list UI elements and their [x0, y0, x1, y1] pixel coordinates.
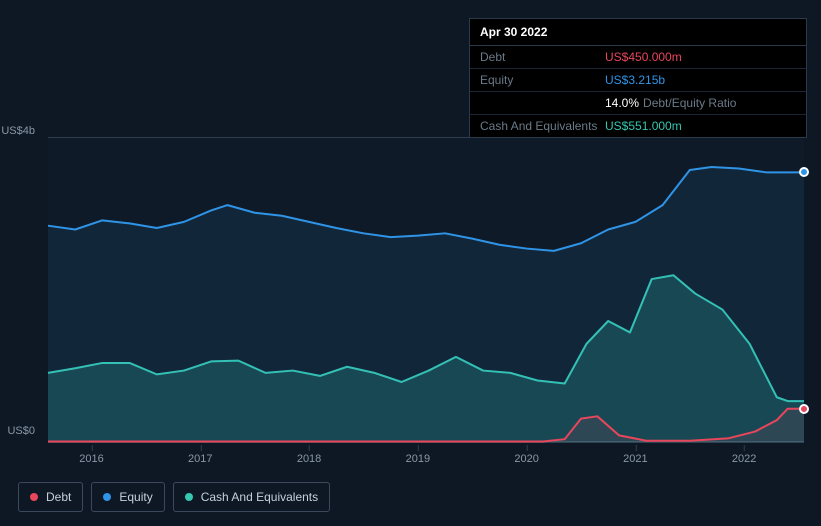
- tooltip-row: 14.0%Debt/Equity Ratio: [470, 92, 806, 115]
- legend-label: Equity: [119, 490, 152, 504]
- end-marker-equity: [799, 167, 809, 177]
- end-marker-debt: [799, 404, 809, 414]
- debt-equity-chart: US$4b US$0 2016 2017 2018 2019 2020 2021 2022: [0, 125, 821, 485]
- legend-item-debt[interactable]: Debt: [18, 482, 83, 512]
- x-tick: 2021: [623, 453, 647, 465]
- y-axis-max-label: US$4b: [1, 125, 35, 137]
- x-tick: 2020: [514, 453, 538, 465]
- plot-area[interactable]: [48, 137, 804, 442]
- tooltip-date: Apr 30 2022: [470, 19, 806, 46]
- x-tick: 2016: [79, 453, 103, 465]
- legend-label: Debt: [46, 490, 71, 504]
- chart-svg: [48, 138, 804, 443]
- tooltip-suffix: Debt/Equity Ratio: [643, 96, 736, 110]
- tooltip-label: Debt: [480, 50, 605, 64]
- data-tooltip: Apr 30 2022 DebtUS$450.000mEquityUS$3.21…: [469, 18, 807, 138]
- legend-label: Cash And Equivalents: [201, 490, 318, 504]
- tooltip-label: [480, 96, 605, 110]
- y-axis-min-label: US$0: [7, 425, 35, 437]
- legend-dot-icon: [103, 493, 111, 501]
- x-tick: 2019: [406, 453, 430, 465]
- legend-item-cash-and-equivalents[interactable]: Cash And Equivalents: [173, 482, 330, 512]
- legend-dot-icon: [30, 493, 38, 501]
- x-tick: 2017: [188, 453, 212, 465]
- tooltip-label: Cash And Equivalents: [480, 119, 605, 133]
- tooltip-value: US$3.215b: [605, 73, 665, 87]
- tooltip-rows: DebtUS$450.000mEquityUS$3.215b14.0%Debt/…: [470, 46, 806, 137]
- chart-legend: Debt Equity Cash And Equivalents: [18, 482, 330, 512]
- x-axis-ticks: 2016 2017 2018 2019 2020 2021 2022: [48, 445, 804, 465]
- tooltip-row: EquityUS$3.215b: [470, 69, 806, 92]
- tooltip-row: Cash And EquivalentsUS$551.000m: [470, 115, 806, 137]
- tooltip-label: Equity: [480, 73, 605, 87]
- x-tick: 2022: [732, 453, 756, 465]
- tooltip-row: DebtUS$450.000m: [470, 46, 806, 69]
- tooltip-value: US$551.000m: [605, 119, 682, 133]
- x-tick: 2018: [297, 453, 321, 465]
- tooltip-value: US$450.000m: [605, 50, 682, 64]
- legend-item-equity[interactable]: Equity: [91, 482, 164, 512]
- series-area-equity: [48, 167, 804, 443]
- legend-dot-icon: [185, 493, 193, 501]
- tooltip-value: 14.0%Debt/Equity Ratio: [605, 96, 736, 110]
